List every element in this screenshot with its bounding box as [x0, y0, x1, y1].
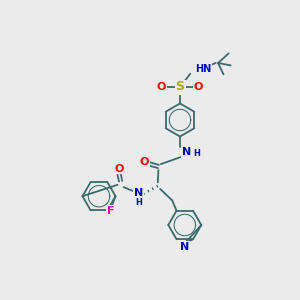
Text: S: S	[176, 80, 184, 94]
Text: O: O	[114, 164, 124, 174]
Text: H: H	[193, 149, 200, 158]
Text: O: O	[157, 82, 166, 92]
Text: N: N	[180, 242, 189, 252]
Text: F: F	[107, 206, 115, 216]
Text: H: H	[135, 198, 142, 207]
Text: N: N	[182, 147, 191, 157]
Text: O: O	[194, 82, 203, 92]
Text: N: N	[134, 188, 143, 198]
Text: O: O	[140, 157, 149, 167]
Text: HN: HN	[195, 64, 211, 74]
